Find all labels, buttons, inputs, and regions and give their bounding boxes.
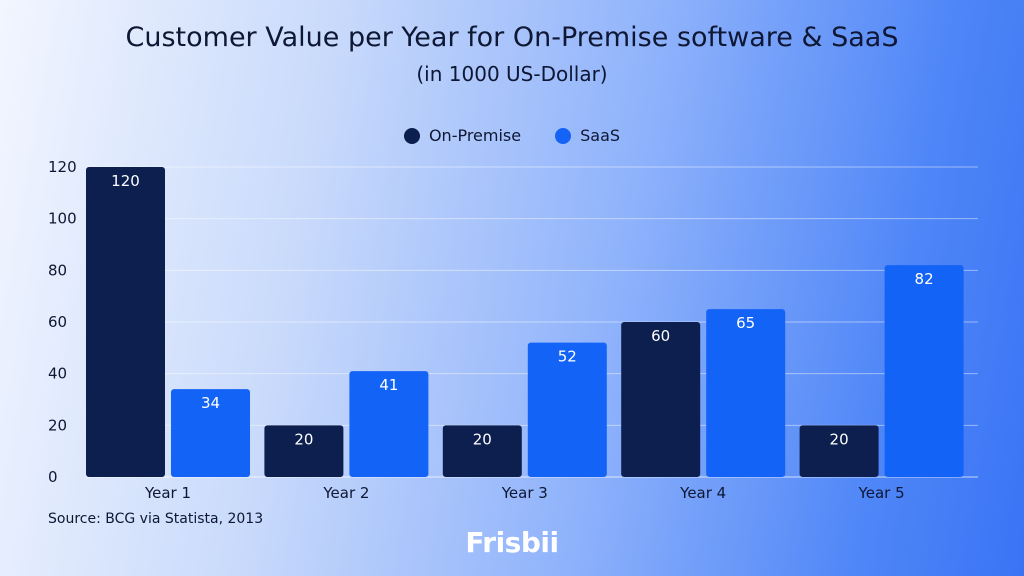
bar-on-premise <box>264 425 344 477</box>
bar-value-label: 52 <box>558 348 577 366</box>
legend: On-Premise SaaS <box>0 126 1024 145</box>
x-tick-label: Year 4 <box>679 484 726 502</box>
chart-subtitle: (in 1000 US-Dollar) <box>416 62 608 86</box>
bar-value-label: 60 <box>651 327 670 345</box>
bar-value-label: 120 <box>111 172 140 190</box>
x-tick-label: Year 3 <box>501 484 548 502</box>
chart-title: Customer Value per Year for On-Premise s… <box>125 22 899 53</box>
bar-on-premise <box>799 425 879 477</box>
brand-logo: Frisbii <box>465 526 559 559</box>
legend-swatch-saas <box>555 127 572 144</box>
bar-on-premise <box>86 167 165 477</box>
y-tick-label: 80 <box>48 261 67 279</box>
bar-on-premise <box>621 322 701 477</box>
bar-saas <box>349 371 429 477</box>
x-tick-label: Year 2 <box>322 484 369 502</box>
bar-saas <box>171 389 250 477</box>
legend-item-on-premise: On-Premise <box>403 126 522 145</box>
x-tick-label: Year 5 <box>858 484 905 502</box>
bar-saas <box>706 309 786 477</box>
legend-label-saas: SaaS <box>580 126 621 145</box>
y-tick-label: 40 <box>48 365 67 383</box>
bar-value-label: 41 <box>379 376 398 394</box>
legend-swatch-on-premise <box>403 127 420 144</box>
bar-value-label: 34 <box>201 394 220 412</box>
y-tick-label: 0 <box>48 468 58 486</box>
source-note: Source: BCG via Statista, 2013 <box>48 511 264 527</box>
legend-item-saas: SaaS <box>555 126 620 145</box>
y-tick-label: 20 <box>48 416 67 434</box>
y-tick-label: 100 <box>48 210 77 228</box>
bar-value-label: 20 <box>830 430 849 448</box>
bar-saas <box>884 265 964 477</box>
legend-label-on-premise: On-Premise <box>428 126 522 145</box>
bar-value-label: 20 <box>294 430 313 448</box>
bar-saas <box>527 342 607 477</box>
x-tick-label: Year 1 <box>144 484 191 502</box>
y-tick-label: 60 <box>48 313 67 331</box>
bar-on-premise <box>442 425 522 477</box>
bar-value-label: 20 <box>473 430 492 448</box>
bar-value-label: 82 <box>915 270 934 288</box>
bar-value-label: 65 <box>736 314 755 332</box>
y-tick-label: 120 <box>48 158 77 176</box>
